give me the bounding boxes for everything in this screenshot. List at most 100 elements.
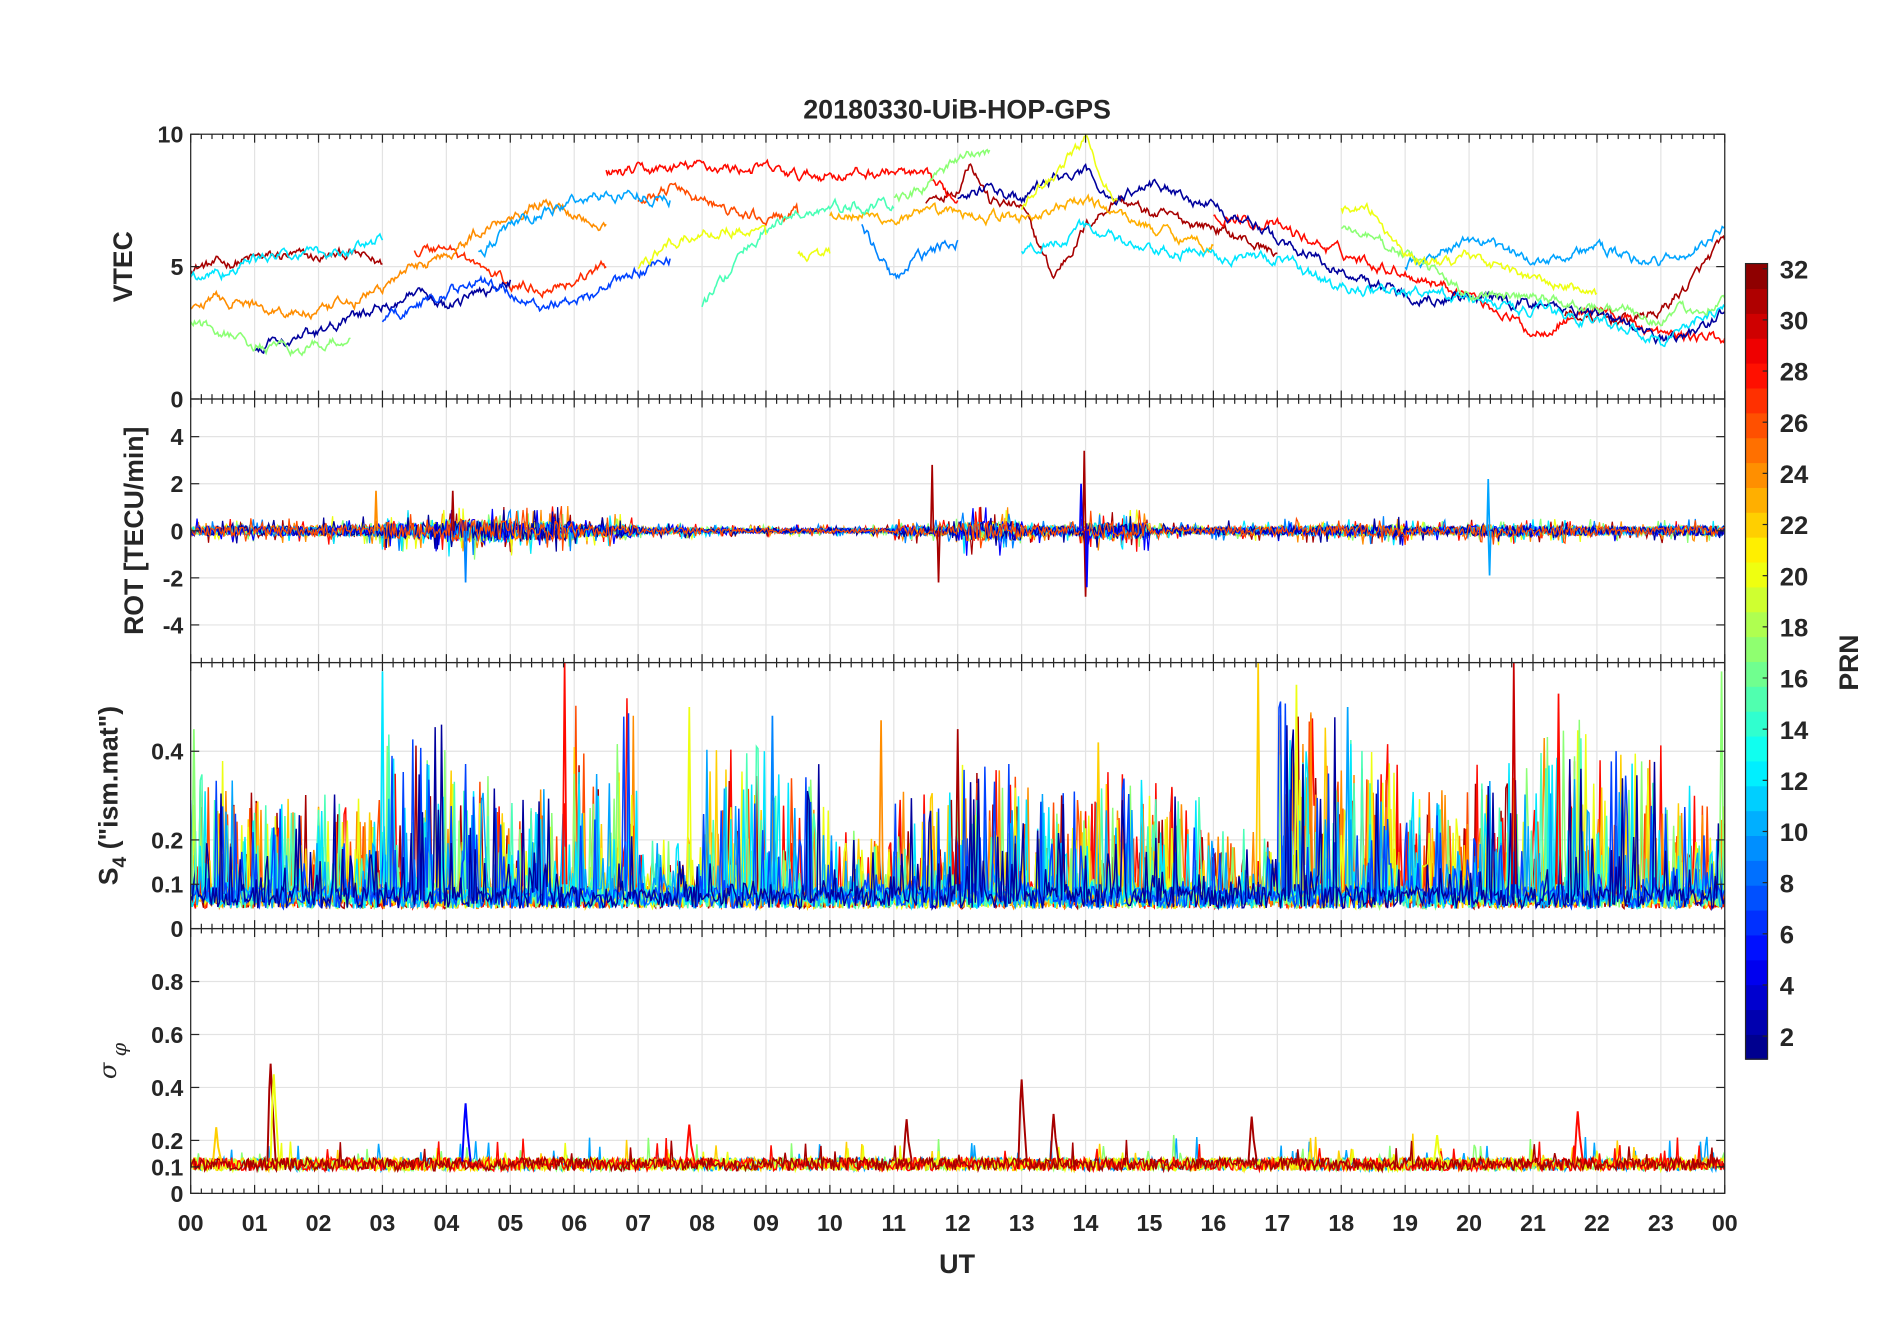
colorbar-band — [1745, 785, 1768, 812]
rot-spike — [1487, 530, 1492, 576]
vtec-series-prn-23 — [829, 193, 1214, 254]
y-tick-label: 0.1 — [151, 872, 183, 898]
sigma-spike — [902, 1119, 913, 1162]
y-tick-label: 0 — [170, 1181, 183, 1207]
s4-series-prn-2 — [190, 717, 1725, 912]
y-tick-label: 0.4 — [151, 739, 183, 765]
colorbar-band — [1745, 537, 1768, 563]
colorbar-band — [1745, 437, 1768, 464]
vtec-series-prn-27 — [413, 242, 607, 299]
colorbar-tick-label: 22 — [1780, 512, 1809, 540]
vtec-series-prn-2 — [957, 162, 1725, 345]
y-tick-label: 0.2 — [151, 827, 183, 853]
colorbar-box — [1744, 262, 1769, 1060]
vtec-series-prn-7 — [381, 255, 671, 323]
colorbar-band — [1745, 735, 1768, 762]
y-tick-label: 0.1 — [151, 1154, 183, 1180]
colorbar-band — [1745, 885, 1768, 911]
colorbar-band — [1745, 387, 1768, 414]
colorbar-band — [1745, 263, 1768, 290]
colorbar-band — [1745, 561, 1768, 588]
s4-spike — [1255, 662, 1261, 885]
y-tick-label: 0.6 — [151, 1022, 183, 1048]
colorbar-tick-label: 6 — [1780, 922, 1794, 950]
colorbar-band — [1745, 487, 1768, 513]
y-tick-label: 5 — [170, 254, 183, 280]
vtec-series-prn-10 — [478, 189, 671, 259]
vtec-series-prn-10 — [1404, 225, 1725, 271]
rot-spike — [373, 490, 379, 531]
x-tick-label: 19 — [1392, 1210, 1418, 1236]
colorbar-band — [1745, 711, 1768, 737]
x-tick-label: 12 — [945, 1210, 971, 1236]
sigma-spike — [266, 1063, 277, 1162]
colorbar-tick-label: 4 — [1780, 973, 1795, 1001]
colorbar-tick-label: 30 — [1780, 308, 1809, 336]
series-group — [190, 450, 1725, 597]
s4-spike — [191, 729, 197, 885]
s4-spike — [1718, 671, 1725, 885]
vtec-series-prn-20 — [637, 224, 767, 270]
panel-s4: 0 0.1 0.2 0.4 S4 ("ism.mat") — [93, 661, 1726, 942]
x-axis-label: UT — [939, 1249, 976, 1279]
series-group — [190, 1063, 1725, 1174]
s4-spike — [1344, 706, 1351, 885]
colorbar-band — [1745, 586, 1768, 613]
y-tick-label: 0.2 — [151, 1128, 183, 1154]
colorbar-tick-label: 16 — [1780, 666, 1809, 694]
x-tick-label: 23 — [1648, 1210, 1674, 1236]
x-tick-label: 16 — [1200, 1210, 1226, 1236]
vtec-series-prn-17 — [893, 148, 991, 203]
colorbar-tick-label: 10 — [1780, 819, 1809, 847]
x-tick-label: 17 — [1264, 1210, 1290, 1236]
colorbar-band — [1745, 512, 1768, 538]
colorbar-band — [1745, 959, 1768, 986]
colorbar-band — [1745, 462, 1768, 488]
rot-spike — [1084, 530, 1090, 588]
colorbar-band — [1745, 909, 1768, 936]
colorbar-band — [1745, 984, 1768, 1011]
colorbar-label: PRN — [1834, 635, 1864, 691]
colorbar-band — [1745, 810, 1768, 837]
x-tick-label: 03 — [370, 1210, 396, 1236]
colorbar-tick-label: 28 — [1780, 359, 1809, 387]
x-tick-label: 04 — [433, 1210, 459, 1236]
colorbar-tick-label: 8 — [1780, 870, 1794, 898]
colorbar-tick-label: 12 — [1780, 768, 1809, 796]
vtec-series-prn-20 — [797, 246, 831, 263]
colorbar-tick-label: 14 — [1780, 717, 1809, 745]
colorbar-band — [1745, 860, 1768, 886]
y-tick-label: 0.4 — [151, 1075, 183, 1101]
colorbar-tick-label: 26 — [1780, 410, 1809, 438]
y-tick-label: 4 — [170, 424, 183, 450]
sigma-spike — [1247, 1116, 1258, 1162]
y-axis-label: ROT [TECU/min] — [119, 427, 149, 635]
vtec-series-prn-28 — [605, 158, 959, 204]
vtec-series-prn-12 — [1020, 218, 1725, 348]
y-axis-label: σ φ — [93, 1043, 131, 1080]
colorbar-tick-label: 32 — [1780, 256, 1809, 284]
colorbar-band — [1745, 686, 1768, 712]
rot-spike — [463, 530, 468, 583]
rot-spike — [1486, 479, 1491, 531]
colorbar-tick-label: 24 — [1780, 461, 1809, 489]
colorbar-tick-label: 2 — [1780, 1024, 1794, 1052]
sigma-spike — [1049, 1113, 1060, 1162]
x-tick-label: 08 — [689, 1210, 715, 1236]
vtec-series-prn-9 — [861, 224, 959, 280]
x-tick-label: 00 — [1712, 1210, 1738, 1236]
vtec-series-prn-26 — [637, 182, 799, 227]
x-tick-label: 07 — [625, 1210, 651, 1236]
y-tick-label: 0 — [170, 916, 183, 942]
colorbar-band — [1745, 636, 1768, 662]
y-tick-label: -2 — [163, 565, 184, 591]
sigma-spike — [269, 1074, 280, 1162]
colorbar-band — [1745, 412, 1768, 439]
sigma-spike — [1573, 1111, 1584, 1162]
colorbar-band — [1745, 1009, 1768, 1035]
s4-spike — [878, 720, 884, 885]
s4-spike — [379, 671, 386, 885]
s4-spike — [1555, 693, 1562, 885]
